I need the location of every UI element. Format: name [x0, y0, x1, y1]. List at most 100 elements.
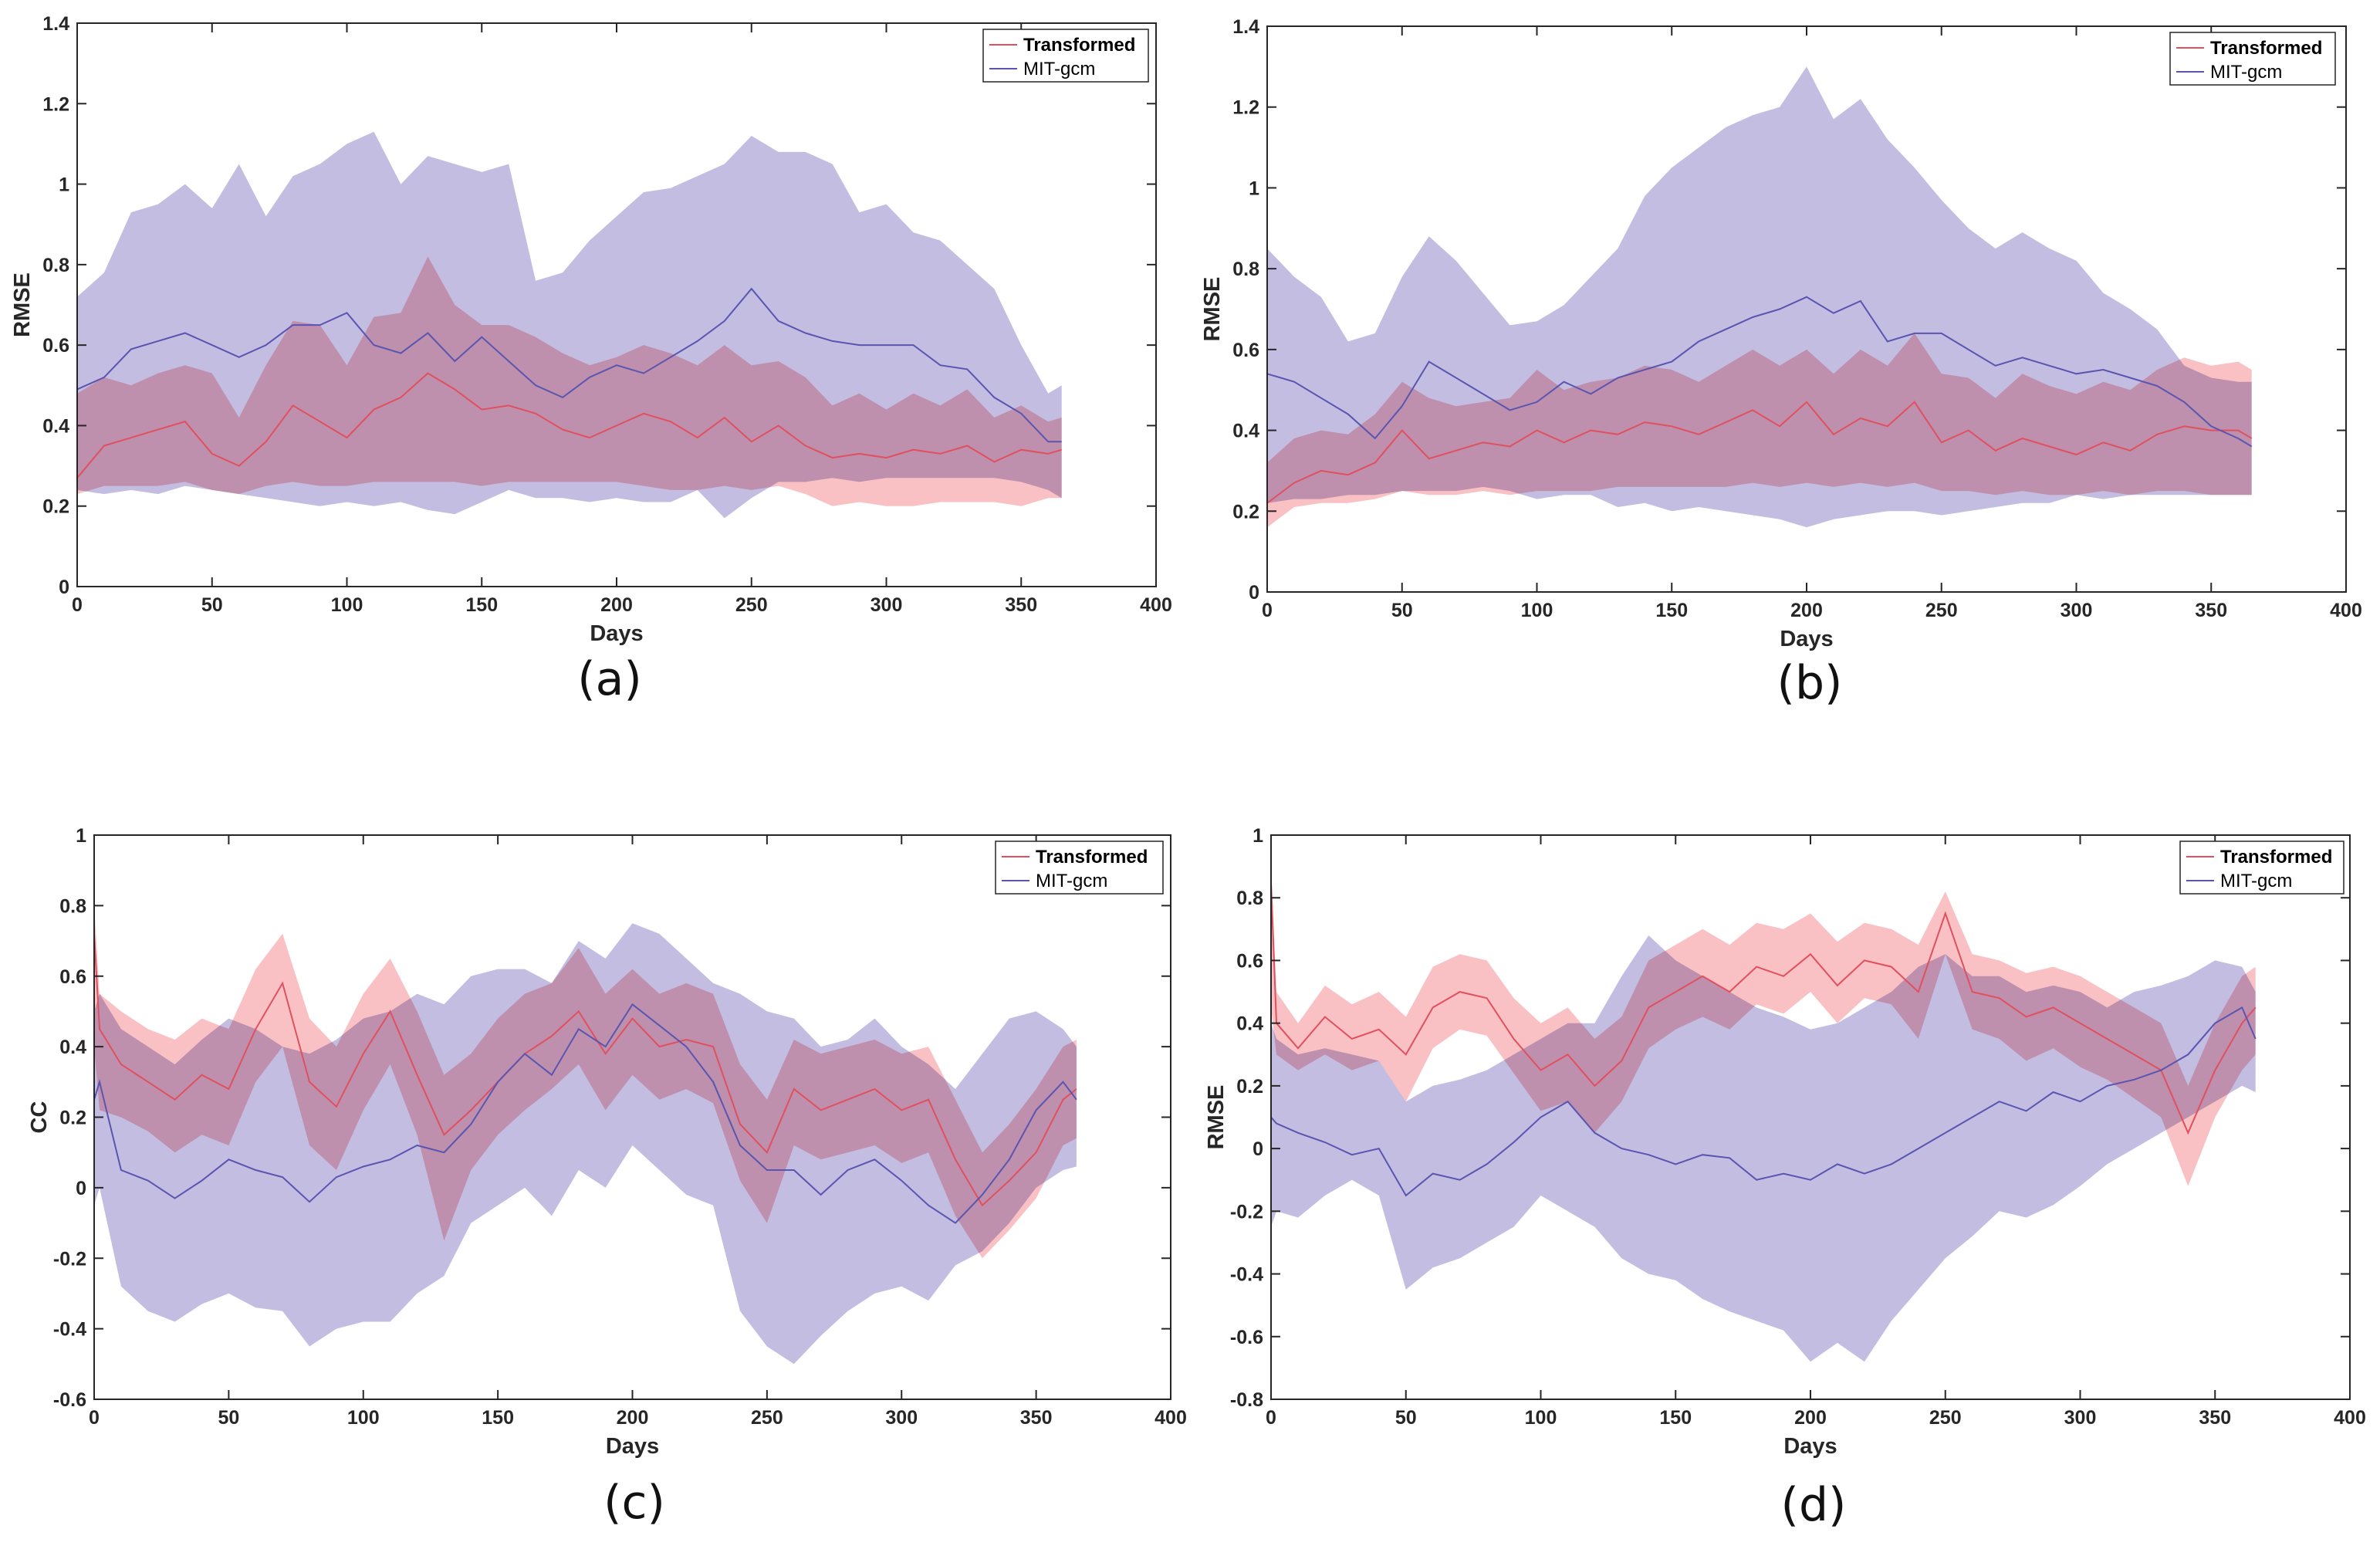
- panel-d: 0 50 100 150 200 250 300 350 400 -0.8 -0.6 -0.4 -0.2…: [1204, 825, 2366, 1532]
- x-tick-label: 300: [2061, 600, 2093, 621]
- x-tick-label: 100: [331, 594, 363, 616]
- x-tick-label: 200: [617, 1407, 649, 1429]
- y-tick-label: -0.2: [53, 1248, 86, 1270]
- x-tick-label: 0: [72, 594, 83, 616]
- y-tick-label: -0.6: [1230, 1327, 1263, 1348]
- y-tick-label: 0: [59, 577, 69, 598]
- x-tick-label: 150: [1655, 600, 1688, 621]
- y-tick-label: 0.8: [59, 895, 86, 917]
- legend: Transformed MIT-gcm: [982, 29, 1149, 83]
- y-tick-label: 0: [1249, 582, 1259, 604]
- x-tick-label: 150: [1659, 1407, 1692, 1429]
- legend-box: [2179, 840, 2345, 895]
- y-axis-label: RMSE: [1204, 1085, 1229, 1150]
- x-tick-label: 0: [1266, 1407, 1276, 1429]
- plot-area: [1267, 66, 2253, 528]
- x-tick-label: 50: [1395, 1407, 1417, 1429]
- legend-label-transformed: Transformed: [1036, 847, 1148, 868]
- y-axis-label: RMSE: [10, 272, 35, 337]
- mitgcm-confidence-band: [94, 923, 1077, 1365]
- mitgcm-mean-line: [1267, 296, 2253, 448]
- x-axis-label: Days: [606, 1434, 659, 1459]
- legend: Transformed MIT-gcm: [995, 840, 1164, 895]
- x-tick-label: 100: [347, 1407, 380, 1429]
- x-tick-label: 250: [1925, 600, 1958, 621]
- y-tick-label: 0.6: [42, 335, 69, 357]
- x-tick-label: 250: [735, 594, 768, 616]
- y-tick-label: -0.8: [1230, 1389, 1263, 1411]
- x-tick-label: 300: [871, 594, 903, 616]
- y-tick-label: 1: [1253, 825, 1263, 847]
- y-tick-label: 0: [1253, 1138, 1263, 1160]
- y-tick-label: 1.4: [42, 13, 69, 35]
- x-tick-label: 50: [201, 594, 223, 616]
- y-axis-label: CC: [27, 1101, 52, 1134]
- legend-box: [982, 29, 1149, 83]
- y-axis-label: RMSE: [1200, 277, 1225, 342]
- y-tick-label: 0.8: [42, 255, 69, 276]
- plot-area: [94, 905, 1077, 1365]
- x-tick-label: 200: [1790, 600, 1823, 621]
- mitgcm-mean-line: [94, 1003, 1077, 1224]
- x-tick-label: 200: [600, 594, 633, 616]
- panel-label: (b): [1777, 656, 1843, 710]
- x-tick-label: 400: [2334, 1407, 2366, 1429]
- x-tick-label: 300: [2064, 1407, 2097, 1429]
- plot-area: [77, 131, 1062, 519]
- x-tick-label: 350: [2199, 1407, 2231, 1429]
- x-tick-label: 350: [1005, 594, 1037, 616]
- x-tick-label: 50: [1391, 600, 1413, 621]
- panel-a: 0 50 100 150 200 250 300 350 400 0 0.2 0.4 0.6 0.8 1 1.…: [10, 13, 1172, 706]
- x-tick-label: 400: [1140, 594, 1172, 616]
- legend-label-transformed: Transformed: [2210, 38, 2322, 59]
- y-tick-label: 0.4: [1232, 421, 1259, 442]
- y-tick-label: 0.4: [1236, 1013, 1263, 1035]
- y-tick-label: -0.4: [1230, 1264, 1263, 1286]
- y-tick-label: 0.2: [1236, 1076, 1263, 1098]
- x-tick-label: 100: [1521, 600, 1553, 621]
- legend-label-mitgcm: MIT-gcm: [1036, 871, 1107, 891]
- transformed-confidence-band: [77, 256, 1062, 506]
- panel-b: 0 50 100 150 200 250 300 350 400 0 0.2 0.4 0.6 0.8 1 1.…: [1200, 16, 2362, 710]
- legend: Transformed MIT-gcm: [2179, 840, 2345, 895]
- y-tick-label: 0.8: [1232, 259, 1259, 280]
- panel-label: (a): [577, 652, 642, 706]
- y-tick-label: 0.4: [42, 415, 69, 437]
- y-tick-label: 1.4: [1232, 16, 1259, 38]
- x-tick-label: 100: [1525, 1407, 1557, 1429]
- y-tick-label: 1: [59, 174, 69, 196]
- plot-area: [1271, 866, 2257, 1362]
- y-tick-label: -0.2: [1230, 1201, 1263, 1223]
- panel-c: 0 50 100 150 200 250 300 350 400 -0.6 -0.4 -0.2 0 0.2…: [27, 825, 1187, 1530]
- mitgcm-mean-line: [77, 287, 1062, 443]
- x-tick-label: 0: [89, 1407, 100, 1429]
- y-tick-label: -0.4: [53, 1319, 86, 1341]
- legend-label-mitgcm: MIT-gcm: [2220, 871, 2292, 891]
- panel-label: (c): [603, 1476, 665, 1530]
- x-tick-label: 150: [465, 594, 498, 616]
- x-tick-label: 250: [751, 1407, 783, 1429]
- transformed-confidence-band: [1267, 333, 2252, 528]
- y-tick-label: 0.2: [59, 1108, 86, 1129]
- y-tick-label: 1.2: [1232, 97, 1259, 119]
- y-tick-label: 1: [76, 825, 86, 847]
- panel-label: (d): [1781, 1478, 1847, 1532]
- x-axis-label: Days: [1780, 627, 1833, 651]
- y-tick-label: 0.2: [42, 496, 69, 518]
- y-tick-label: -0.6: [53, 1389, 86, 1411]
- y-tick-label: 0.8: [1236, 888, 1263, 909]
- transformed-confidence-band: [94, 905, 1077, 1259]
- x-tick-label: 200: [1794, 1407, 1827, 1429]
- x-tick-label: 250: [1929, 1407, 1962, 1429]
- x-tick-label: 400: [2330, 600, 2362, 621]
- legend-label-mitgcm: MIT-gcm: [2210, 62, 2282, 83]
- legend-label-transformed: Transformed: [1023, 35, 1135, 56]
- x-tick-label: 350: [1020, 1407, 1053, 1429]
- x-tick-label: 50: [218, 1407, 239, 1429]
- x-tick-label: 400: [1155, 1407, 1187, 1429]
- mitgcm-mean-line: [1271, 1006, 2257, 1197]
- x-tick-label: 150: [482, 1407, 514, 1429]
- y-tick-label: 1.2: [42, 93, 69, 115]
- transformed-mean-line: [77, 372, 1062, 479]
